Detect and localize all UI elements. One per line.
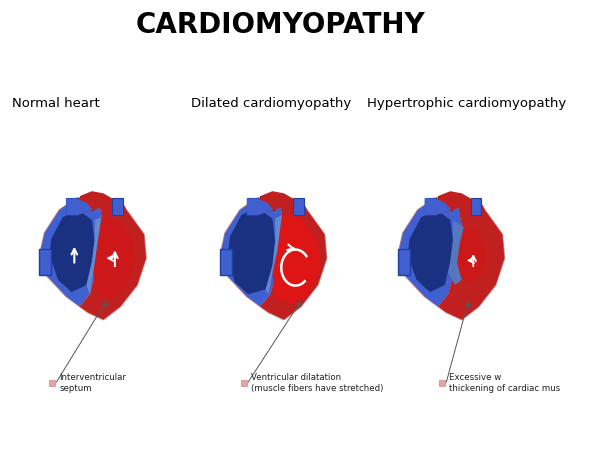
Polygon shape [266, 215, 282, 294]
Polygon shape [247, 198, 258, 215]
Polygon shape [66, 198, 78, 215]
Polygon shape [293, 198, 304, 215]
Text: Ventricular dilatation
(muscle fibers have stretched): Ventricular dilatation (muscle fibers ha… [251, 374, 383, 393]
Polygon shape [470, 198, 481, 215]
Polygon shape [66, 198, 93, 215]
Polygon shape [41, 195, 146, 320]
Polygon shape [41, 195, 103, 306]
Polygon shape [76, 191, 128, 215]
Polygon shape [438, 195, 452, 210]
Polygon shape [407, 210, 453, 292]
Text: Dilated cardiomyopathy: Dilated cardiomyopathy [191, 97, 351, 110]
Polygon shape [221, 195, 284, 306]
Text: Hypertrophic cardiomyopathy: Hypertrophic cardiomyopathy [367, 97, 566, 110]
Polygon shape [425, 198, 436, 215]
Polygon shape [80, 195, 93, 210]
Polygon shape [39, 249, 52, 275]
Polygon shape [435, 191, 487, 215]
Polygon shape [228, 208, 275, 294]
Polygon shape [257, 191, 309, 215]
Polygon shape [425, 198, 452, 215]
Polygon shape [49, 210, 95, 292]
Text: CARDIOMYOPATHY: CARDIOMYOPATHY [136, 10, 425, 39]
Polygon shape [438, 201, 505, 320]
Polygon shape [272, 215, 320, 304]
Text: Excessive w
thickening of cardiac mus: Excessive w thickening of cardiac mus [449, 374, 560, 393]
Polygon shape [86, 217, 101, 294]
Polygon shape [398, 249, 410, 275]
Polygon shape [221, 195, 326, 320]
Polygon shape [448, 220, 464, 285]
Polygon shape [112, 198, 123, 215]
Polygon shape [93, 217, 135, 299]
Polygon shape [220, 249, 232, 275]
Text: Normal heart: Normal heart [12, 97, 100, 110]
Polygon shape [457, 227, 487, 282]
Polygon shape [80, 201, 146, 320]
Polygon shape [399, 195, 505, 320]
Polygon shape [247, 198, 274, 215]
Polygon shape [260, 195, 274, 210]
Text: Interventricular
septum: Interventricular septum [59, 374, 126, 393]
Polygon shape [260, 201, 326, 320]
Polygon shape [399, 195, 462, 306]
